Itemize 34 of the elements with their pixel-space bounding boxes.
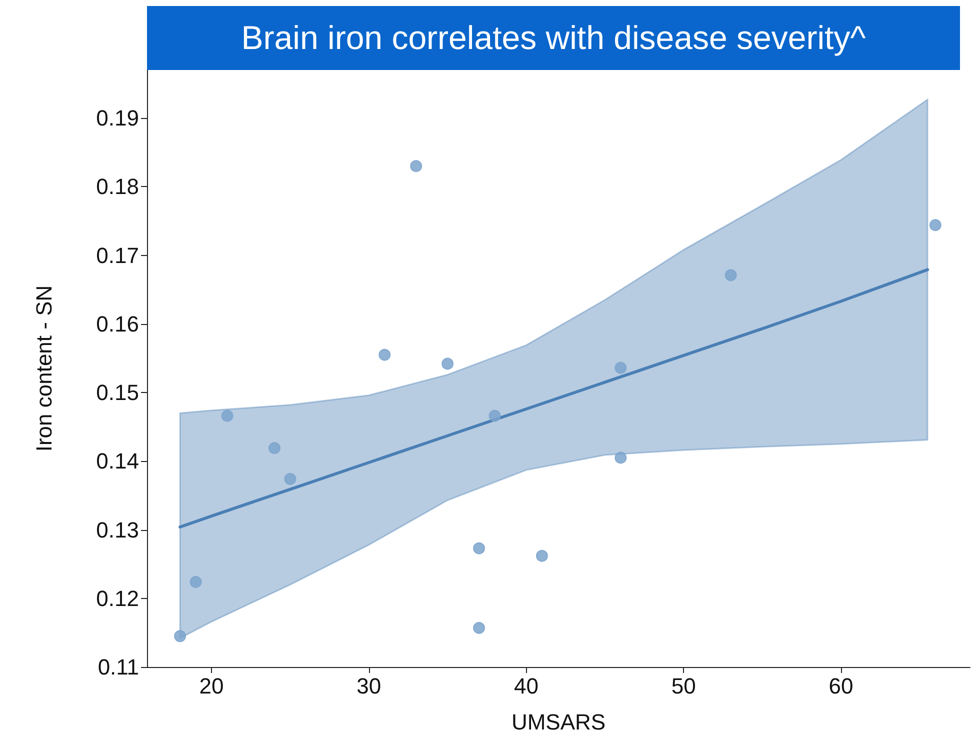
y-axis-title: Iron content - SN (32, 285, 56, 452)
point (221, 410, 234, 422)
point (488, 410, 501, 422)
line-series (178, 268, 930, 529)
y-tick-label: 0.14 (96, 448, 139, 474)
point (174, 630, 186, 642)
x-tick-label: 40 (514, 674, 538, 698)
y-tick-label: 0.11 (98, 654, 139, 680)
chart-title: Brain iron correlates with disease severity^ (147, 6, 960, 70)
y-tick-label: 0.15 (96, 380, 139, 406)
point (378, 348, 391, 361)
point (268, 442, 280, 454)
point (410, 160, 422, 172)
y-tick-label: 0.13 (96, 517, 139, 542)
point (724, 269, 737, 282)
point (614, 362, 627, 374)
point (284, 472, 296, 485)
point (929, 219, 942, 232)
x-tick-label: 20 (199, 674, 224, 698)
point (614, 452, 627, 464)
point (442, 358, 454, 370)
x-axis-title: UMSARS (511, 710, 606, 734)
x-tick-label: 30 (356, 674, 382, 698)
point (473, 542, 486, 554)
y-tick-label: 0.12 (96, 586, 139, 611)
x-tick-label: 60 (828, 674, 854, 698)
y-tick-label: 0.18 (96, 174, 139, 200)
y-tick-label: 0.19 (96, 106, 139, 131)
point (536, 550, 548, 562)
y-tick-label: 0.17 (96, 242, 139, 268)
point (190, 576, 202, 588)
point (473, 622, 486, 634)
y-tick-label: 0.16 (96, 311, 139, 336)
x-tick-label: 50 (671, 674, 696, 698)
